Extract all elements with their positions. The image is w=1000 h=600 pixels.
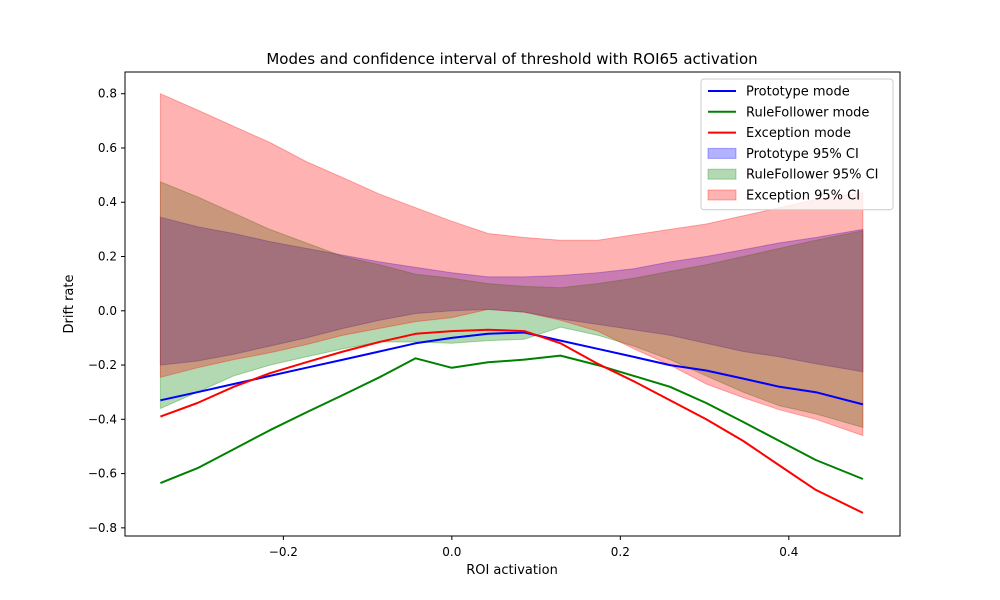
legend-label: Prototype 95% CI [746,147,859,162]
prototype-mode-line [160,331,864,406]
y-tick-label: 0.8 [98,87,117,101]
y-tick-label: 0.2 [98,250,117,264]
plot-frame [124,71,901,537]
legend-label: Exception 95% CI [746,189,860,204]
y-tick-label: −0.2 [88,358,117,372]
x-axis-label: ROI activation [466,563,558,578]
legend: Prototype mode RuleFollower mode Exception… [700,78,894,211]
y-tick-label: −0.4 [88,412,117,426]
legend-swatch [707,189,737,201]
exception-mode-line [160,328,864,514]
y-axis: −0.8 −0.6 −0.4 −0.2 0.0 0.2 0.4 0.6 0.8 [88,87,125,535]
y-tick-label: 0.4 [98,195,117,209]
x-tick-label: 0.4 [779,545,798,559]
y-axis-label: Drift rate [62,275,77,334]
legend-label: RuleFollower mode [746,105,869,120]
x-tick-label: −0.2 [269,545,298,559]
mode-lines [160,328,864,514]
chart-title: Modes and confidence interval of thresho… [266,50,757,68]
legend-label: RuleFollower 95% CI [746,168,879,183]
y-tick-label: 0.6 [98,141,117,155]
y-tick-label: −0.6 [88,467,117,481]
prototype-95-ci-band [159,216,864,373]
legend-label: Prototype mode [746,85,850,100]
confidence-bands [159,92,864,437]
y-tick-label: −0.8 [88,521,117,535]
legend-swatch [707,168,737,180]
x-tick-label: 0.0 [442,545,461,559]
legend-box [700,78,894,211]
rulefollower-mode-line [160,354,864,485]
x-axis: −0.2 0.0 0.2 0.4 [269,536,798,559]
x-tick-label: 0.2 [611,545,630,559]
y-tick-label: 0.0 [98,304,117,318]
legend-swatch [707,147,737,159]
exception-95-ci-band [159,92,864,437]
legend-label: Exception mode [746,126,851,141]
